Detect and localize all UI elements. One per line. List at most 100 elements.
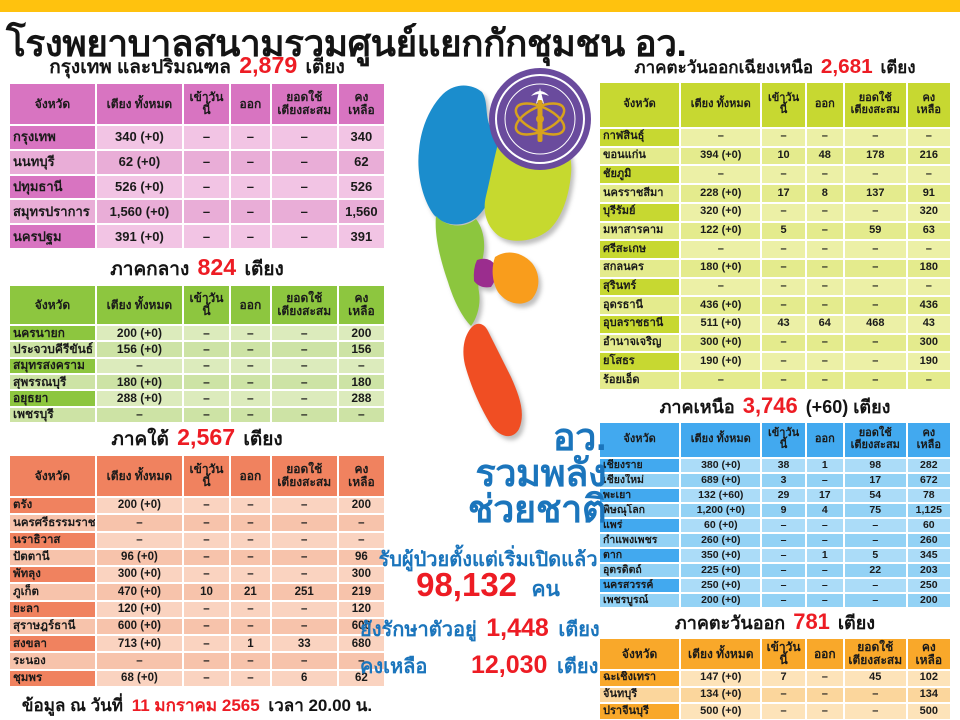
column-header: เตียง ทั้งหมด — [681, 83, 761, 127]
value-cell: 391 — [338, 225, 384, 248]
value-cell: 38 — [762, 459, 805, 472]
value-cell: 62 (+0) — [96, 150, 182, 174]
value-cell: 132 (+60) — [681, 489, 761, 502]
value-cell: – — [271, 407, 337, 422]
value-cell: 200 (+0) — [96, 498, 182, 514]
value-cell: 672 — [907, 474, 950, 487]
column-header: เตียง ทั้งหมด — [96, 456, 182, 496]
value-cell: 134 (+0) — [681, 687, 761, 703]
table-row: พะเยา 132 (+60) 29 17 54 78 — [600, 489, 950, 502]
value-cell: – — [338, 407, 384, 422]
value-cell: – — [762, 334, 805, 352]
value-cell: – — [271, 532, 337, 548]
table-row: สุรินทร์ – – – – – — [600, 278, 950, 296]
value-cell: – — [271, 225, 337, 248]
value-cell: 120 (+0) — [96, 601, 182, 617]
value-cell: 203 — [907, 564, 950, 577]
beds-unit-label: เตียง — [305, 57, 345, 78]
province-cell: ตาก — [600, 549, 680, 562]
central-table: จังหวัด เตียง ทั้งหมด เข้าวันนี้ ออก ยอดใช้ … — [8, 284, 386, 424]
table-row: ร้อยเอ็ด – – – – – — [600, 372, 950, 389]
value-cell: 394 (+0) — [681, 147, 761, 165]
value-cell: – — [844, 241, 906, 258]
table-row: สมุทรปราการ 1,560 (+0) – – –1,560 — [10, 200, 384, 224]
province-cell: พะเยา — [600, 489, 680, 502]
table-title: ภาคกลาง 824 เตียง — [8, 254, 386, 284]
column-header: คงเหลือ — [907, 639, 950, 669]
value-cell: 7 — [762, 671, 805, 686]
mhesi-logo — [487, 66, 593, 172]
value-cell: 45 — [844, 671, 906, 686]
value-cell: – — [806, 297, 843, 315]
value-cell: – — [231, 670, 270, 686]
table-row: ชัยภูมิ – – – – – — [600, 166, 950, 184]
province-cell: พัทลุง — [10, 567, 95, 583]
province-cell: เชียงราย — [600, 459, 680, 472]
province-cell: ร้อยเอ็ด — [600, 372, 680, 389]
province-cell: นครราชสีมา — [600, 185, 680, 202]
value-cell: 600 — [338, 618, 384, 635]
value-cell: 190 — [907, 353, 950, 371]
bangkok-metro-table: จังหวัด เตียง ทั้งหมด เข้าวันนี้ ออก ยอดใช้ … — [8, 82, 386, 250]
value-cell: – — [271, 515, 337, 531]
value-cell: 526 (+0) — [96, 175, 182, 199]
value-cell: – — [907, 372, 950, 389]
value-cell: – — [231, 358, 270, 373]
table-row: อำนาจเจริญ 300 (+0) – – –300 — [600, 334, 950, 352]
value-cell: 250 (+0) — [681, 579, 761, 592]
value-cell: – — [762, 519, 805, 532]
value-cell: – — [231, 532, 270, 548]
province-cell: นราธิวาส — [10, 532, 95, 548]
value-cell: – — [806, 474, 843, 487]
value-cell: 200 — [907, 594, 950, 607]
value-cell: – — [231, 498, 270, 514]
value-cell: 436 — [907, 297, 950, 315]
value-cell: – — [231, 618, 270, 635]
table-title: ภาคตะวันออกเฉียงเหนือ 2,681 เตียง — [598, 54, 952, 81]
value-cell: 62 — [338, 150, 384, 174]
province-cell: ชุมพร — [10, 670, 95, 686]
value-cell: – — [681, 278, 761, 296]
value-cell: – — [271, 358, 337, 373]
value-cell: 470 (+0) — [96, 584, 182, 600]
value-cell: – — [231, 515, 270, 531]
value-cell: 680 — [338, 636, 384, 652]
value-cell: – — [844, 372, 906, 389]
value-cell: 251 — [271, 584, 337, 600]
value-cell: – — [271, 498, 337, 514]
top-accent-bar — [0, 0, 960, 12]
province-cell: สมุทรปราการ — [10, 200, 95, 224]
map-region-north — [418, 85, 502, 225]
value-cell: 225 (+0) — [681, 564, 761, 577]
value-cell: 134 — [907, 687, 950, 703]
timestamp-suffix: เวลา 20.00 น. — [268, 696, 373, 715]
table-row: อุบลราชธานี 511 (+0) 43 64 468 43 — [600, 316, 950, 333]
remaining-label: คงเหลือ — [360, 656, 428, 678]
value-cell: 282 — [907, 459, 950, 472]
province-cell: นครปฐม — [10, 225, 95, 248]
column-header: ออก — [231, 286, 270, 324]
value-cell: 300 — [907, 334, 950, 352]
value-cell: – — [271, 150, 337, 174]
value-cell: – — [762, 259, 805, 277]
value-cell: – — [762, 704, 805, 719]
table-row: เชียงใหม่ 689 (+0) 3–17 672 — [600, 474, 950, 487]
table-row: สมุทรสงคราม – – – – – — [10, 358, 384, 373]
table-row: ยะลา 120 (+0) – – –120 — [10, 601, 384, 617]
map-region-central — [435, 216, 485, 326]
value-cell: – — [907, 278, 950, 296]
admitted-label: รับผู้ป่วยตั้งแต่เริ่มเปิดแล้ว — [378, 549, 598, 571]
value-cell: – — [844, 259, 906, 277]
value-cell: – — [844, 594, 906, 607]
table-row: พัทลุง 300 (+0) – – –300 — [10, 567, 384, 583]
value-cell: – — [844, 534, 906, 547]
value-cell: 10 — [183, 584, 230, 600]
value-cell: – — [907, 129, 950, 146]
column-header: คงเหลือ — [907, 423, 950, 457]
value-cell: – — [231, 326, 270, 341]
province-cell: ระนอง — [10, 653, 95, 669]
province-cell: นครศรีธรรมราช — [10, 515, 95, 531]
column-header: คงเหลือ — [907, 83, 950, 127]
value-cell: 713 (+0) — [96, 636, 182, 652]
value-cell: – — [762, 129, 805, 146]
